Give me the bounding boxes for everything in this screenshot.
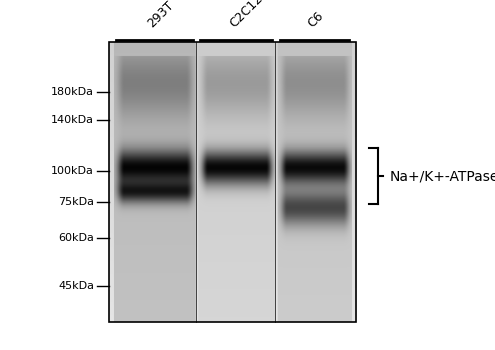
Text: 293T: 293T: [146, 0, 177, 30]
Bar: [109, 42, 356, 322]
Text: C2C12: C2C12: [227, 0, 265, 30]
Text: 45kDa: 45kDa: [58, 281, 94, 290]
Text: 60kDa: 60kDa: [58, 233, 94, 243]
Text: 100kDa: 100kDa: [51, 166, 94, 176]
Text: 180kDa: 180kDa: [51, 88, 94, 97]
Text: 140kDa: 140kDa: [51, 116, 94, 125]
Text: 75kDa: 75kDa: [58, 197, 94, 206]
Text: Na+/K+-ATPase: Na+/K+-ATPase: [390, 169, 495, 183]
Text: C6: C6: [305, 9, 326, 30]
